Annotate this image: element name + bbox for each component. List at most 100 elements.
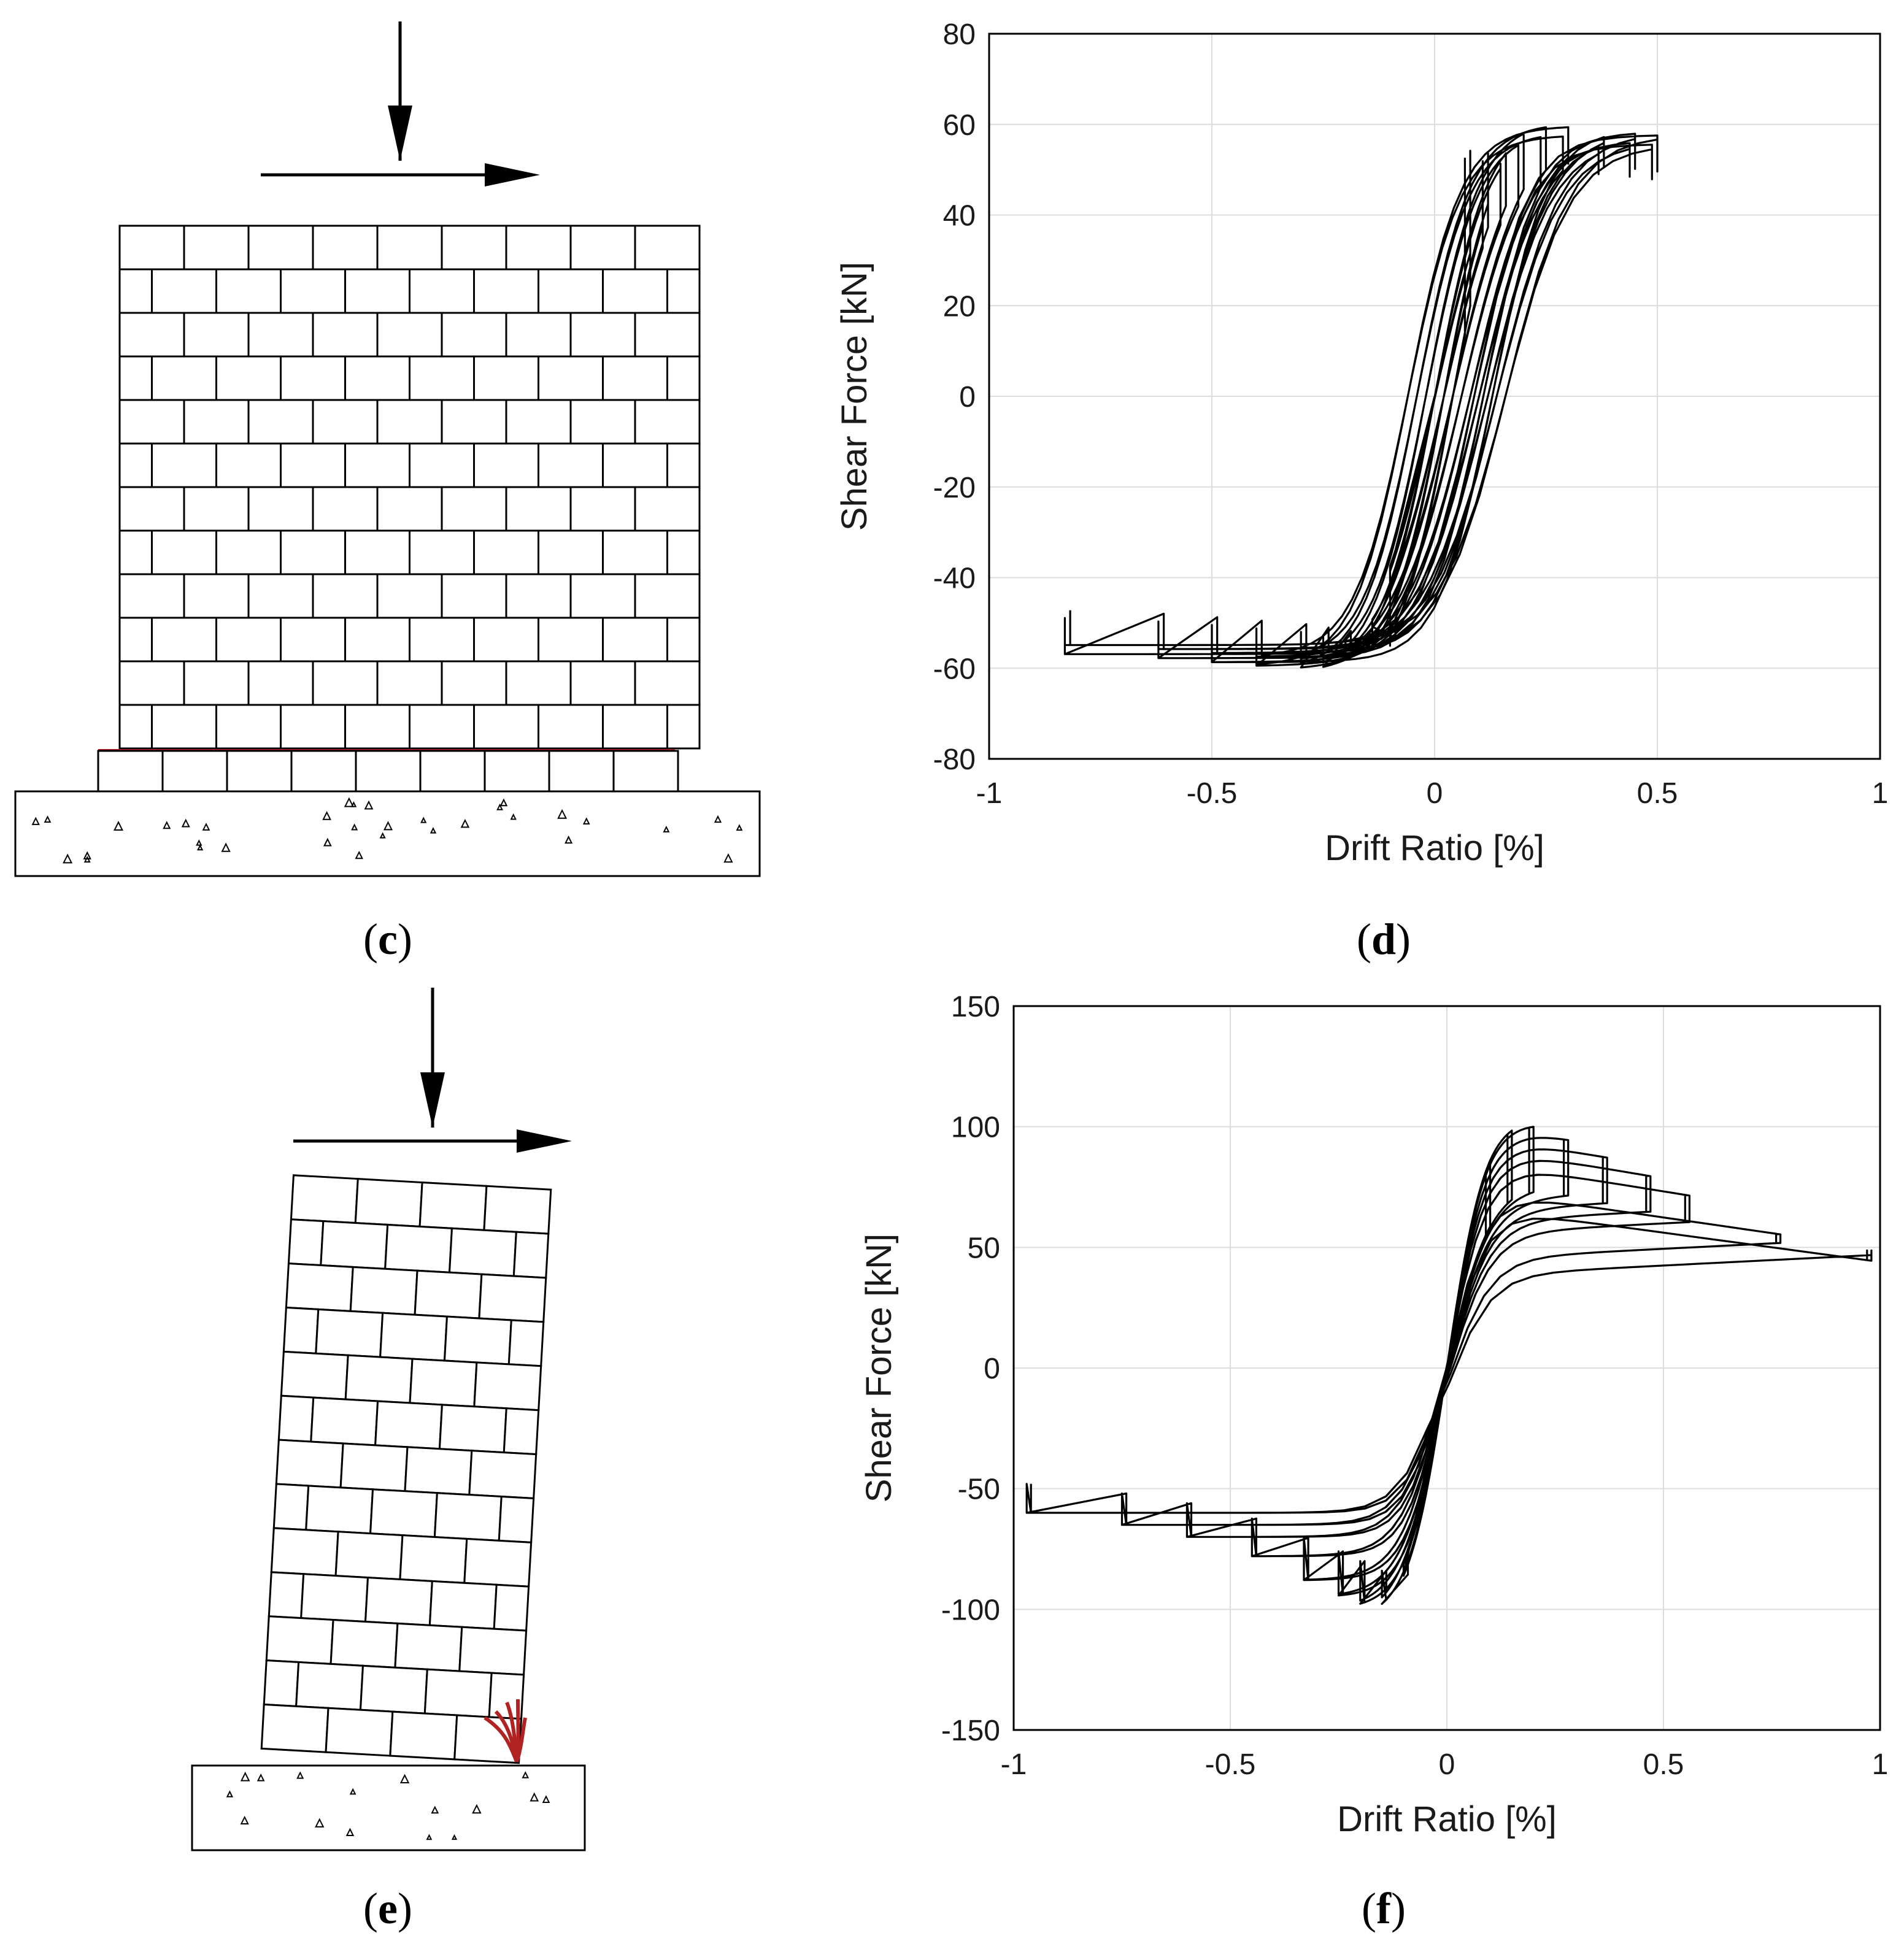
brick: [666, 529, 701, 575]
chart-d: -1 -0.5 0 0.5 1 -80 -60 -40 -20 0 20 40 60 80 Drift R…: [834, 18, 1888, 868]
vertical-load-arrow-head: [388, 106, 412, 161]
aggregate-speck: [557, 809, 568, 819]
brick: [325, 1707, 394, 1757]
aggregate-speck: [83, 851, 91, 859]
brick: [666, 617, 701, 663]
vertical-load-arrow-head: [420, 1072, 445, 1128]
brick: [268, 1571, 305, 1620]
aggregate-speck: [31, 817, 40, 825]
base-block: [290, 750, 357, 793]
brick: [215, 268, 282, 314]
brick: [295, 1661, 364, 1711]
brick: [602, 529, 668, 575]
brick: [118, 486, 185, 532]
brick: [538, 617, 604, 663]
toe-crushing-cracks: [484, 1699, 527, 1763]
brick: [441, 312, 507, 358]
brick: [280, 529, 346, 575]
brick: [344, 704, 410, 750]
brick: [409, 704, 475, 750]
aggregate-speck: [63, 853, 73, 864]
brick: [118, 529, 153, 575]
x-tick-label: 0: [1427, 777, 1443, 810]
x-tick-label: 0: [1439, 1748, 1455, 1781]
concrete-slab: [191, 1764, 586, 1851]
aggregate-speck: [522, 1771, 530, 1778]
brick: [409, 1358, 478, 1408]
aggregate-speck: [202, 823, 210, 831]
brick: [376, 399, 443, 445]
aggregate-speck: [345, 1828, 355, 1837]
brick: [441, 225, 507, 271]
x-tick-label: 0.5: [1643, 1748, 1684, 1781]
caption-c: (c): [363, 915, 412, 964]
aggregate-speck: [510, 813, 517, 820]
base-block: [548, 750, 615, 793]
brick: [376, 312, 443, 358]
brick: [505, 486, 572, 532]
x-axis-label: Drift Ratio [%]: [1337, 1799, 1557, 1839]
brick: [478, 1273, 547, 1323]
brick: [438, 1404, 507, 1454]
brick: [493, 1583, 530, 1632]
brick: [280, 268, 346, 314]
brick: [538, 442, 604, 488]
brick: [118, 268, 153, 314]
brick: [443, 1315, 512, 1366]
y-tick-label: 80: [943, 18, 976, 51]
brick: [538, 704, 604, 750]
brick: [260, 1703, 330, 1753]
x-axis-label: Drift Ratio [%]: [1325, 828, 1544, 868]
horizontal-load-arrow-head: [485, 163, 540, 186]
brick: [441, 573, 507, 619]
brick: [423, 1668, 493, 1718]
brick: [118, 312, 185, 358]
brick: [359, 1664, 428, 1715]
aggregate-speck: [355, 850, 363, 859]
brick: [463, 1537, 533, 1588]
brick: [634, 573, 701, 619]
brick: [344, 1354, 414, 1404]
brick: [666, 268, 701, 314]
brick: [183, 399, 250, 445]
brick: [247, 312, 314, 358]
brick: [505, 573, 572, 619]
y-tick-label: -80: [933, 744, 976, 776]
brick: [290, 1174, 359, 1224]
aggregate-speck: [364, 800, 374, 810]
brick: [399, 1534, 468, 1584]
brick: [473, 355, 539, 401]
hysteresis-curve: [1063, 126, 1659, 669]
brick: [404, 1446, 473, 1496]
brick: [310, 1396, 379, 1447]
base-block: [97, 750, 164, 793]
tick-labels: -1 -0.5 0 0.5 1 -80 -60 -40 -20 0 20 40 60 80: [933, 18, 1889, 810]
y-tick-label: -150: [941, 1715, 1000, 1747]
brick: [263, 1659, 300, 1707]
brick: [634, 486, 701, 532]
brick: [376, 573, 443, 619]
aggregate-speck: [582, 817, 590, 824]
base-block: [612, 750, 679, 793]
brick: [441, 486, 507, 532]
x-tick-label: 1: [1872, 777, 1889, 810]
brick: [374, 1400, 444, 1450]
brick: [334, 1531, 404, 1581]
brick: [312, 486, 379, 532]
brick: [349, 1266, 418, 1316]
aggregate-speck: [383, 821, 393, 831]
brick: [315, 1308, 384, 1358]
brick: [282, 1306, 320, 1355]
x-tick-label: 0.5: [1637, 777, 1678, 810]
brick: [215, 529, 282, 575]
brick: [118, 355, 153, 401]
brick: [634, 225, 701, 271]
foundation: [191, 1764, 586, 1851]
aggregate-speck: [322, 811, 331, 820]
brick: [312, 660, 379, 706]
brick: [409, 268, 475, 314]
brick: [151, 442, 217, 488]
tick-labels: -1 -0.5 0 0.5 1 -150 -100 -50 0 50 100 150: [941, 991, 1888, 1781]
aggregate-speck: [663, 825, 670, 832]
